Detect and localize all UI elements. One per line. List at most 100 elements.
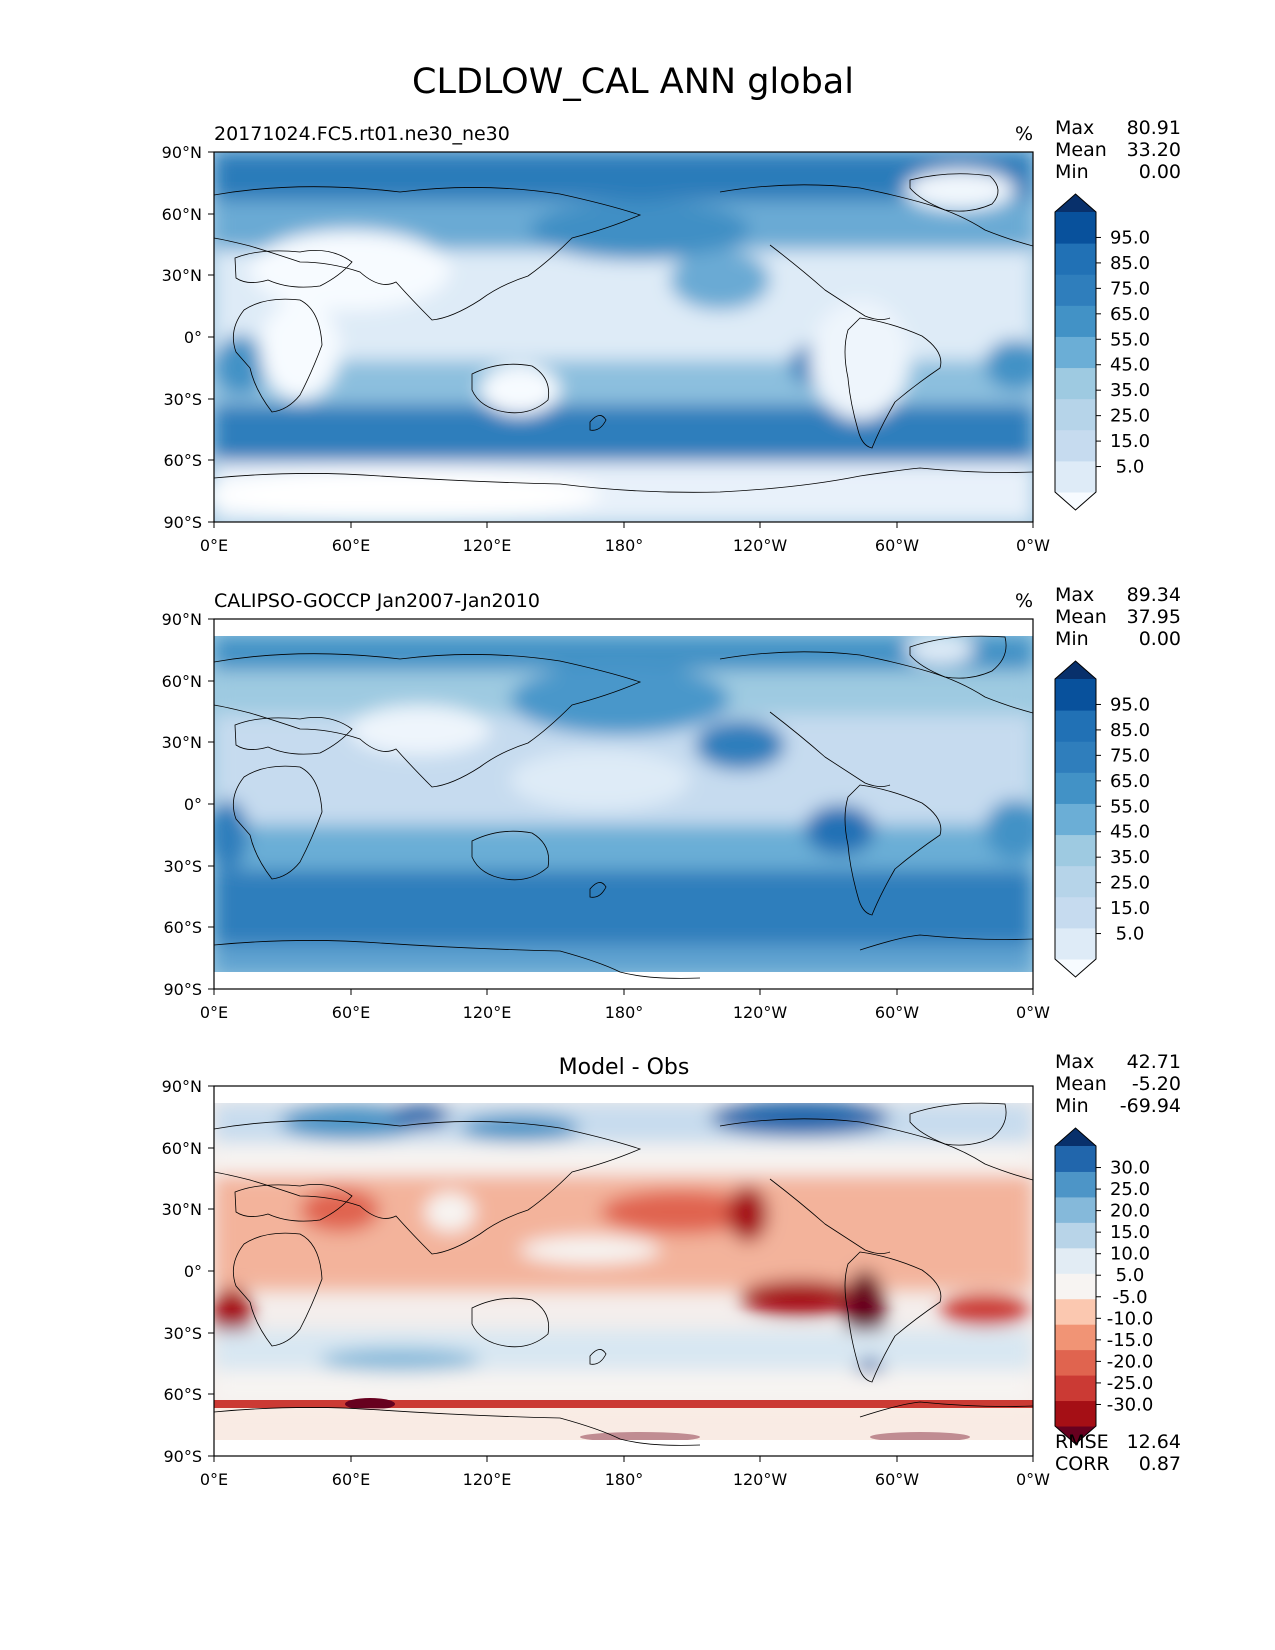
x-tick-label: 60°W	[875, 1003, 919, 1022]
colorbar-swatch	[1055, 274, 1096, 306]
colorbar-tick-label: 30.0	[1110, 1158, 1150, 1179]
colorbar-tick-label: 45.0	[1110, 355, 1150, 376]
colorbar-tick-label: 75.0	[1110, 745, 1150, 766]
colorbar-tick-label: 55.0	[1110, 329, 1150, 350]
y-tick-label: 0°	[184, 1262, 202, 1281]
y-tick-label: 30°S	[163, 1324, 202, 1343]
stat-label-mean: Mean	[1055, 139, 1107, 161]
x-tick-label: 120°W	[733, 1003, 788, 1022]
colorbar-extension-high	[1055, 194, 1096, 212]
stat-value-max: 89.34	[1127, 584, 1181, 606]
stat-value-max: 80.91	[1127, 117, 1181, 139]
coastlines	[214, 635, 1033, 979]
colorbar-tick-label: 95.0	[1110, 227, 1150, 248]
units-label: %	[1015, 590, 1033, 612]
y-tick-label: 60°N	[162, 205, 202, 224]
coastlines	[214, 173, 1033, 493]
y-tick-label: 60°S	[163, 1385, 202, 1404]
error-stats: RMSE 12.64 CORR 0.87	[1055, 1431, 1181, 1475]
colorbar-swatch	[1055, 710, 1096, 742]
colorbar-tick-label: 5.0	[1116, 1265, 1145, 1286]
stat-label-min: Min	[1055, 628, 1089, 650]
colorbar-swatch	[1055, 398, 1096, 431]
x-axis: 0°E 60°E 120°E 180° 120°W 60°W 0°W	[200, 522, 1050, 555]
cloud-field	[214, 635, 1033, 975]
colorbar-extension-low	[1055, 1426, 1096, 1444]
stat-value-min: -69.94	[1120, 1095, 1181, 1117]
panel-title: Model - Obs	[559, 1055, 690, 1080]
stat-label-min: Min	[1055, 1095, 1089, 1117]
colorbar-swatch	[1055, 212, 1096, 244]
colorbar-swatch	[1055, 772, 1096, 804]
colorbar-swatch	[1055, 803, 1096, 836]
colorbar: 30.025.020.015.010.05.0-5.0-10.0-15.0-20…	[1054, 1127, 1154, 1445]
y-tick-label: 90°S	[163, 1447, 202, 1466]
map-area	[214, 1086, 1033, 1456]
coastlines	[214, 1102, 1033, 1446]
colorbar-swatch	[1055, 1400, 1096, 1427]
map-area	[214, 619, 1033, 989]
x-tick-label: 180°	[605, 536, 644, 555]
stat-label-min: Min	[1055, 161, 1089, 183]
colorbar-swatch	[1055, 1349, 1096, 1376]
y-tick-label: 30°N	[162, 733, 202, 752]
x-tick-label: 60°E	[332, 1003, 370, 1022]
x-tick-label: 120°E	[463, 1003, 512, 1022]
colorbar-tick-label: -15.0	[1107, 1330, 1154, 1351]
stat-value-corr: 0.87	[1139, 1453, 1181, 1475]
colorbar: 95.0 85.0 75.0 65.0 55.0 45.0 35.0 25.0 15.0 5.0	[1054, 193, 1150, 511]
stat-value-mean: 37.95	[1127, 606, 1181, 628]
x-tick-label: 180°	[605, 1003, 644, 1022]
stat-label-mean: Mean	[1055, 1073, 1107, 1095]
colorbar-swatch	[1055, 1324, 1096, 1351]
colorbar-tick-label: 5.0	[1116, 924, 1145, 945]
y-axis: 90°N 60°N 30°N 0° 30°S 60°S 90°S	[162, 610, 214, 999]
units-label: %	[1015, 123, 1033, 145]
colorbar-tick-label: 10.0	[1110, 1244, 1150, 1265]
y-axis: 90°N 60°N 30°N 0° 30°S 60°S 90°S	[162, 143, 214, 532]
colorbar-tick-label: 95.0	[1110, 694, 1150, 715]
colorbar-outline	[1054, 660, 1097, 978]
y-tick-label: 90°N	[162, 1077, 202, 1096]
colorbar-swatch	[1055, 305, 1096, 337]
y-tick-label: 60°S	[163, 918, 202, 937]
colorbar-tick-label: -30.0	[1107, 1394, 1154, 1415]
x-tick-label: 0°W	[1016, 536, 1050, 555]
x-tick-label: 120°E	[463, 1470, 512, 1489]
colorbar-swatch	[1055, 1196, 1096, 1223]
colorbar-tick-label: 35.0	[1110, 380, 1150, 401]
colorbar-swatch	[1055, 367, 1096, 400]
colorbar-outline	[1054, 193, 1097, 511]
y-tick-label: 30°S	[163, 390, 202, 409]
y-tick-label: 30°N	[162, 266, 202, 285]
stats-block: Max 80.91 Mean 33.20 Min 0.00	[1055, 117, 1181, 183]
map-area	[214, 152, 1033, 522]
colorbar-tick-label: 85.0	[1110, 253, 1150, 274]
x-tick-label: 120°E	[463, 536, 512, 555]
x-tick-label: 0°E	[200, 1003, 228, 1022]
y-tick-label: 90°N	[162, 143, 202, 162]
x-tick-label: 0°E	[200, 536, 228, 555]
colorbar-swatch	[1055, 1146, 1096, 1172]
colorbar-tick-label: -25.0	[1107, 1373, 1154, 1394]
x-tick-label: 60°E	[332, 1470, 370, 1489]
colorbar-swatch	[1055, 243, 1096, 275]
x-tick-label: 180°	[605, 1470, 644, 1489]
colorbar-tick-label: 65.0	[1110, 304, 1150, 325]
colorbar-tick-label: 25.0	[1110, 406, 1150, 427]
stat-value-min: 0.00	[1139, 628, 1181, 650]
colorbar-tick-label: 25.0	[1110, 1179, 1150, 1200]
colorbar: 95.0 85.0 75.0 65.0 55.0 45.0 35.0 25.0 15.0 5.0	[1054, 660, 1150, 978]
colorbar-tick-label: 15.0	[1110, 431, 1150, 452]
panel-observations: CALIPSO-GOCCP Jan2007-Jan2010 % Max 89.3…	[162, 584, 1181, 1022]
x-tick-label: 120°W	[733, 1470, 788, 1489]
x-tick-label: 0°E	[200, 1470, 228, 1489]
colorbar-swatch	[1055, 1222, 1096, 1249]
x-tick-label: 60°W	[875, 536, 919, 555]
y-axis: 90°N 60°N 30°N 0° 30°S 60°S 90°S	[162, 1077, 214, 1466]
colorbar-extension-high	[1055, 1128, 1096, 1146]
panel-difference: Model - Obs Max 42.71 Mean -5.20 Min -69…	[162, 1051, 1181, 1489]
y-tick-label: 90°S	[163, 513, 202, 532]
colorbar-swatch	[1055, 741, 1096, 773]
colorbar-extension-high	[1055, 661, 1096, 679]
